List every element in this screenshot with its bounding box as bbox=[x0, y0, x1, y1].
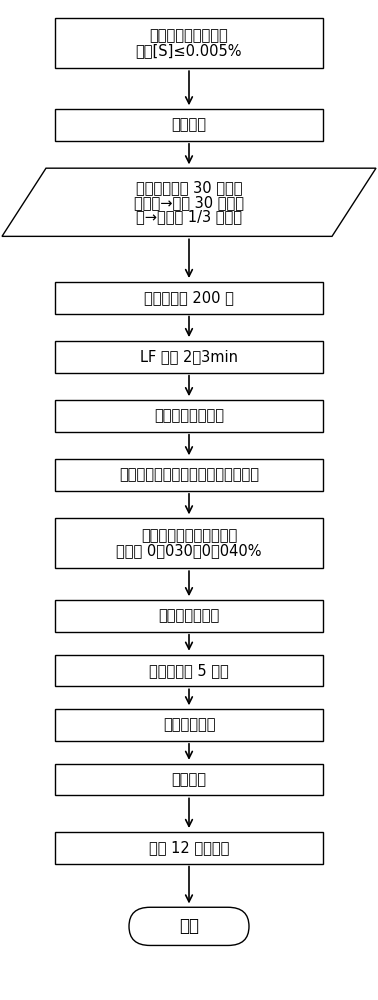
Text: 连铸: 连铸 bbox=[179, 917, 199, 935]
FancyBboxPatch shape bbox=[55, 400, 323, 432]
FancyBboxPatch shape bbox=[55, 764, 323, 795]
FancyBboxPatch shape bbox=[55, 459, 323, 491]
Text: 微调温度: 微调温度 bbox=[172, 772, 206, 787]
Text: 喂铝线脱钢水氧、调钢中: 喂铝线脱钢水氧、调钢中 bbox=[141, 528, 237, 543]
Text: 入电石→出钢 30 秒加渣: 入电石→出钢 30 秒加渣 bbox=[134, 195, 244, 210]
FancyBboxPatch shape bbox=[129, 907, 249, 945]
Text: LF 化渣 2～3min: LF 化渣 2～3min bbox=[140, 349, 238, 364]
FancyBboxPatch shape bbox=[55, 709, 323, 741]
Text: 转炉[S]≤0.005%: 转炉[S]≤0.005% bbox=[136, 43, 242, 58]
Text: 转炉挡渣出钢 30 秒内加: 转炉挡渣出钢 30 秒内加 bbox=[136, 180, 242, 195]
FancyBboxPatch shape bbox=[55, 832, 323, 864]
FancyBboxPatch shape bbox=[55, 282, 323, 314]
Text: 炉后喂铝线 200 米: 炉后喂铝线 200 米 bbox=[144, 290, 234, 305]
FancyBboxPatch shape bbox=[55, 109, 323, 141]
Polygon shape bbox=[2, 168, 376, 236]
Text: 定氧、测温、取样: 定氧、测温、取样 bbox=[154, 408, 224, 423]
Text: 软搅 12 分钟以上: 软搅 12 分钟以上 bbox=[149, 840, 229, 855]
FancyBboxPatch shape bbox=[55, 655, 323, 686]
Text: 铁水脱硫预处理，入: 铁水脱硫预处理，入 bbox=[150, 28, 228, 43]
Text: 料→出钢至 1/3 加合金: 料→出钢至 1/3 加合金 bbox=[136, 209, 242, 224]
Text: 小氩气搅拌 5 分钟: 小氩气搅拌 5 分钟 bbox=[149, 663, 229, 678]
FancyBboxPatch shape bbox=[55, 341, 323, 373]
FancyBboxPatch shape bbox=[55, 518, 323, 568]
Text: 合金化微调成分: 合金化微调成分 bbox=[158, 608, 220, 623]
FancyBboxPatch shape bbox=[55, 600, 323, 632]
FancyBboxPatch shape bbox=[55, 18, 323, 68]
Text: 转炉冶炼: 转炉冶炼 bbox=[172, 117, 206, 132]
Text: 铝成分 0．030～0．040%: 铝成分 0．030～0．040% bbox=[116, 543, 262, 558]
Text: 定氧测温取样: 定氧测温取样 bbox=[163, 718, 215, 732]
Text: 石灰、萤石、铝丝、喂铝线脱氧脱硫: 石灰、萤石、铝丝、喂铝线脱氧脱硫 bbox=[119, 468, 259, 483]
